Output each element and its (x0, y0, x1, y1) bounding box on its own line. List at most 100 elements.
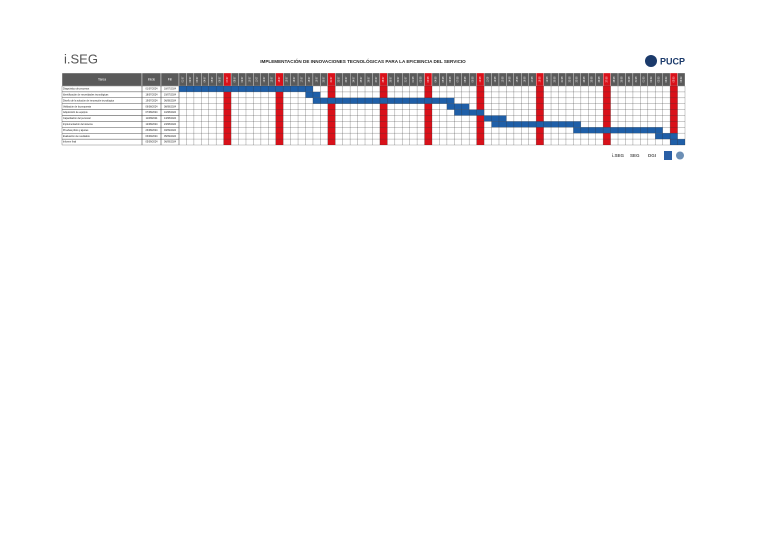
date-label: 27/08 (606, 76, 608, 82)
date-cell: 18/07/2024 (164, 88, 177, 91)
date-label: 05/08 (443, 76, 445, 82)
logo-mark (645, 55, 657, 67)
date-cell: 05/09/2024 (146, 141, 159, 144)
date-label: 17/08 (532, 76, 534, 82)
date-label: 01/08 (413, 76, 415, 82)
date-label: 21/08 (562, 76, 564, 82)
date-label: 15/08 (517, 76, 519, 82)
task-cell: Pruebas piloto y ajustes (63, 129, 89, 132)
date-label: 23/08 (577, 76, 579, 82)
date-label: 19/08 (547, 76, 549, 82)
date-label: 24/07 (353, 76, 355, 82)
date-label: 02/08 (420, 76, 422, 82)
footer-logo-mark (676, 151, 684, 160)
date-label: 04/08 (435, 76, 437, 82)
task-cell: Validación de la propuesta (63, 105, 92, 108)
date-cell: 07/08/2024 (146, 111, 159, 114)
date-label: 10/07 (249, 76, 251, 82)
date-label: 31/08 (636, 76, 638, 82)
gantt-bar (655, 133, 678, 140)
task-cell: Evaluación de resultados (63, 135, 91, 138)
date-label: 16/08 (525, 76, 527, 82)
date-cell: 06/08/2024 (146, 105, 159, 108)
date-label: 03/09 (659, 76, 661, 82)
task-cell: Informe final (63, 141, 77, 144)
date-label: 22/08 (569, 76, 571, 82)
date-label: 30/08 (629, 76, 631, 82)
date-label: 23/07 (346, 76, 348, 82)
date-label: 13/07 (272, 76, 274, 82)
task-cell: Capacitación del personal (63, 117, 91, 120)
date-label: 18/07 (309, 76, 311, 82)
date-label: 28/08 (614, 76, 616, 82)
date-label: 16/07 (294, 76, 296, 82)
date-label: 02/09 (651, 76, 653, 82)
date-label: 20/08 (554, 76, 556, 82)
date-label: 01/07 (182, 76, 184, 82)
date-label: 19/07 (316, 76, 318, 82)
date-label: 13/08 (502, 76, 504, 82)
date-label: 15/07 (287, 76, 289, 82)
task-cell: Diseño de la solución de innovación tecn… (63, 99, 115, 102)
date-cell: 03/09/2024 (146, 135, 159, 138)
date-label: 25/07 (361, 76, 363, 82)
date-label: 28/07 (383, 76, 385, 82)
date-cell: 06/09/2024 (164, 141, 177, 144)
date-label: 06/08 (450, 76, 452, 82)
logo-left: i.SEG (64, 51, 98, 66)
date-label: 07/07 (227, 76, 229, 82)
date-cell: 18/07/2024 (146, 93, 159, 96)
date-label: 18/08 (540, 76, 542, 82)
date-label: 10/08 (480, 76, 482, 82)
date-label: 14/08 (510, 76, 512, 82)
date-label: 05/09 (673, 76, 675, 82)
date-label: 30/07 (398, 76, 400, 82)
date-label: 08/08 (465, 76, 467, 82)
task-cell: Adquisición de equipos (63, 111, 88, 114)
date-label: 29/07 (391, 76, 393, 82)
date-cell: 23/08/2024 (146, 129, 159, 132)
date-label: 26/07 (368, 76, 370, 82)
header-label: Inicio (148, 77, 156, 81)
date-label: 12/08 (495, 76, 497, 82)
footer-logo-mark (664, 151, 672, 160)
date-cell: 19/07/2024 (146, 99, 159, 102)
gantt-bar (446, 103, 470, 110)
date-cell: 06/08/2024 (164, 99, 177, 102)
date-label: 04/09 (666, 76, 668, 82)
date-label: 24/08 (584, 76, 586, 82)
header-label: Fin (168, 77, 173, 81)
date-cell: 13/08/2024 (164, 117, 177, 120)
title: IMPLEMENTACIÓN DE INNOVACIONES TECNOLÓGI… (260, 57, 466, 64)
date-label: 22/07 (339, 76, 341, 82)
header-label: Tarea (98, 77, 106, 81)
date-cell: 05/09/2024 (164, 135, 177, 138)
task-cell: Diagnóstico de procesos (63, 88, 90, 91)
date-label: 11/08 (487, 76, 489, 82)
date-label: 08/07 (234, 76, 236, 82)
date-label: 14/07 (279, 76, 281, 82)
date-label: 06/07 (220, 76, 222, 82)
task-cell: Identificación de necesidades tecnológic… (63, 93, 109, 96)
date-label: 06/09 (681, 76, 683, 82)
date-label: 04/07 (205, 76, 207, 82)
date-label: 27/07 (376, 76, 378, 82)
date-label: 31/07 (406, 76, 408, 82)
date-label: 26/08 (599, 76, 601, 82)
date-label: 20/07 (324, 76, 326, 82)
date-label: 07/08 (458, 76, 460, 82)
date-label: 12/07 (264, 76, 266, 82)
logo-right: PUCP (660, 56, 685, 66)
date-label: 17/07 (301, 76, 303, 82)
date-label: 29/08 (621, 76, 623, 82)
gantt-bar (484, 115, 507, 122)
date-label: 02/07 (190, 76, 192, 82)
gantt-bar (312, 97, 455, 104)
date-label: 09/07 (242, 76, 244, 82)
date-cell: 19/07/2024 (164, 93, 177, 96)
date-label: 03/07 (197, 76, 199, 82)
date-cell: 08/08/2024 (164, 105, 177, 108)
date-label: 21/07 (331, 76, 333, 82)
